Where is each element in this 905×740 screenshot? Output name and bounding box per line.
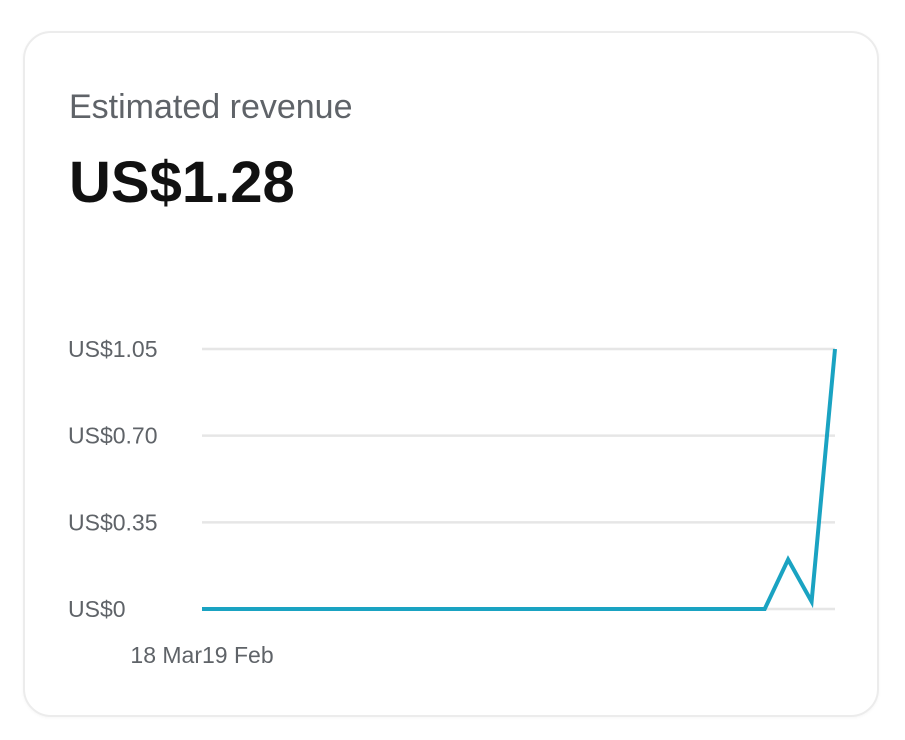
x-tick-label: 19 Feb [202,642,274,668]
y-tick-label: US$0 [68,596,126,622]
revenue-series-line [202,348,837,611]
x-tick-label: 18 Mar [130,642,202,668]
y-tick-label: US$1.05 [68,336,158,362]
y-tick-label: US$0.35 [68,509,158,535]
card-title: Estimated revenue [69,88,353,126]
y-axis-labels: US$1.05 US$0.70 US$0.35 US$0 [68,336,158,622]
revenue-card: Estimated revenue US$1.28 [23,31,879,717]
grid-layer [202,347,835,611]
series-layer [202,348,837,611]
revenue-value: US$1.28 [69,150,295,215]
y-tick-label: US$0.70 [68,423,158,449]
